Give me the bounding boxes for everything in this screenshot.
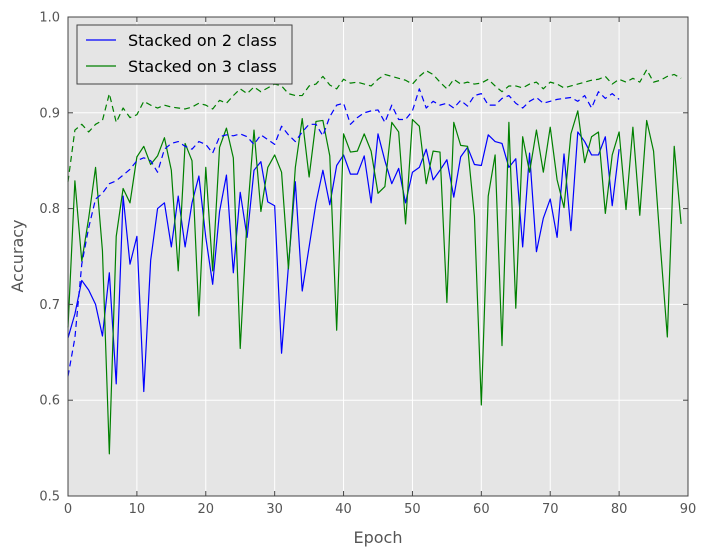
legend-label-1: Stacked on 2 class xyxy=(128,31,277,50)
series-lines xyxy=(67,69,682,455)
x-tick-label-1: 10 xyxy=(129,502,146,517)
axis-ticks xyxy=(67,16,689,497)
dashed-series-line-3 xyxy=(67,69,682,182)
legend: Stacked on 2 class Stacked on 3 class xyxy=(76,24,293,85)
x-tick-label-2: 20 xyxy=(198,502,215,517)
y-tick-label-1: 0.6 xyxy=(39,394,60,409)
plot-frame xyxy=(67,16,689,497)
y-tick-label-5: 1.0 xyxy=(39,11,60,26)
series-line-0 xyxy=(67,131,620,393)
y-tick-labels: 0.5 0.6 0.7 0.8 0.9 1.0 xyxy=(39,11,60,505)
dashed-series-line-2 xyxy=(67,88,620,377)
x-tick-label-8: 80 xyxy=(611,502,628,517)
x-tick-label-3: 30 xyxy=(266,502,283,517)
x-tick-label-4: 40 xyxy=(335,502,352,517)
x-tick-label-9: 90 xyxy=(680,502,697,517)
x-tick-labels: 0 10 20 30 40 50 60 70 80 90 xyxy=(64,502,696,517)
x-tick-label-5: 50 xyxy=(404,502,421,517)
plot-area-background xyxy=(68,17,688,496)
y-tick-label-2: 0.7 xyxy=(39,298,60,313)
x-tick-label-6: 60 xyxy=(473,502,490,517)
series-line-1 xyxy=(67,110,682,455)
legend-label-2: Stacked on 3 class xyxy=(128,57,277,76)
y-axis-label: Accuracy xyxy=(8,219,27,292)
y-tick-label-3: 0.8 xyxy=(39,202,60,217)
x-axis-label: Epoch xyxy=(354,528,403,547)
x-tick-label-7: 70 xyxy=(542,502,559,517)
y-tick-label-0: 0.5 xyxy=(39,490,60,505)
legend-box xyxy=(76,24,293,85)
x-tick-label-0: 0 xyxy=(64,502,72,517)
y-tick-label-4: 0.9 xyxy=(39,106,60,121)
